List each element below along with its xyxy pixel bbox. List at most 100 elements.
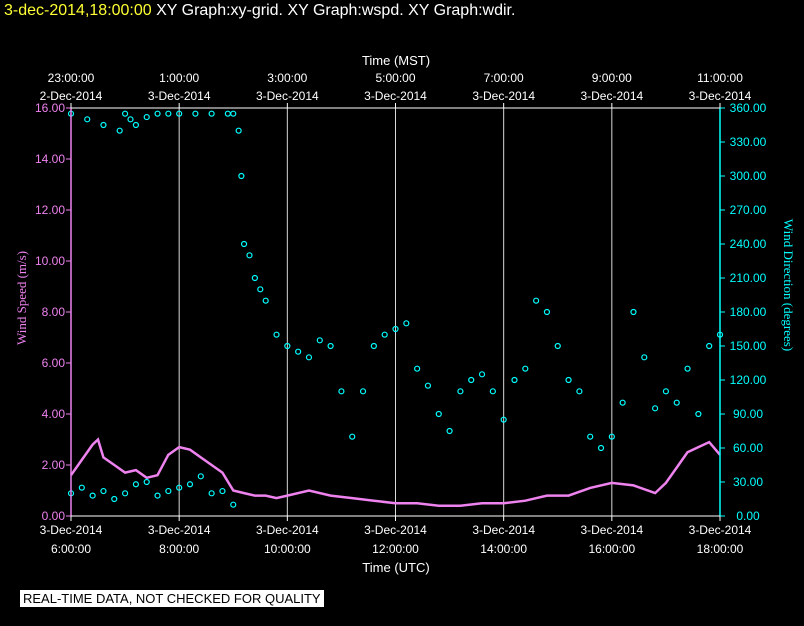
data-point-wdir	[230, 110, 237, 117]
x-top-tick-date: 3-Dec-2014	[689, 89, 752, 103]
data-point-wdir	[238, 172, 245, 180]
data-point-wdir	[662, 388, 670, 395]
data-point-wdir	[208, 110, 215, 117]
y-right-tick-label: 270.00	[730, 203, 767, 217]
data-point-wdir	[522, 365, 529, 372]
y-left-tick-label: 12.00	[35, 203, 65, 217]
data-point-wdir	[192, 110, 199, 117]
y-right-tick-label: 210.00	[730, 271, 767, 285]
data-point-wdir	[414, 365, 421, 372]
data-point-wdir	[251, 274, 258, 282]
x-bottom-tick-time: 18:00:00	[697, 542, 744, 556]
data-point-wdir	[359, 388, 367, 395]
x-bottom-tick-time: 16:00:00	[588, 542, 635, 556]
y-left-tick-label: 0.00	[42, 509, 66, 523]
data-point-wdir	[295, 348, 302, 355]
data-point-wdir	[327, 342, 334, 350]
x-bottom-tick-date: 3-Dec-2014	[364, 523, 427, 537]
y-left-tick-label: 14.00	[35, 152, 65, 166]
y-right-tick-label: 300.00	[730, 169, 767, 183]
x-top-tick-date: 3-Dec-2014	[472, 89, 535, 103]
data-point-wdir	[673, 399, 680, 406]
data-point-wdir_low	[78, 484, 85, 491]
data-point-wdir	[457, 388, 464, 395]
data-point-wdir	[257, 286, 264, 293]
data-point-wdir	[121, 110, 129, 117]
data-point-wdir	[235, 127, 242, 134]
data-point-wdir	[651, 405, 659, 412]
y-right-tick-label: 360.00	[730, 101, 767, 115]
data-point-wdir	[154, 110, 161, 117]
series-layer	[67, 110, 724, 508]
y-right-tick-label: 180.00	[730, 305, 767, 319]
data-point-wdir_low	[165, 487, 172, 495]
header-timestamp: 3-dec-2014,18:00:00	[4, 2, 152, 19]
data-point-wdir_low	[176, 484, 183, 491]
data-point-wdir	[116, 127, 123, 134]
data-point-wdir	[349, 433, 356, 440]
data-point-wdir_low	[143, 478, 150, 486]
data-point-wdir	[392, 325, 399, 333]
data-point-wdir	[641, 354, 648, 361]
data-point-wdir_low	[89, 492, 96, 499]
data-point-wdir_low	[197, 473, 204, 480]
x-bottom-tick-date: 3-Dec-2014	[40, 523, 103, 537]
data-point-wdir	[543, 308, 551, 316]
data-point-wdir	[381, 331, 388, 338]
y-left-tick-label: 10.00	[35, 254, 65, 268]
x-bottom-tick-time: 6:00:00	[51, 542, 91, 556]
data-point-wdir	[706, 342, 713, 350]
data-point-wdir	[695, 410, 702, 418]
x-top-tick-time: 7:00:00	[484, 71, 524, 85]
y-right-tick-label: 0.00	[736, 509, 760, 523]
data-point-wdir_low	[121, 490, 129, 497]
data-point-wdir	[403, 320, 410, 327]
y-right-tick-label: 30.00	[733, 475, 763, 489]
data-point-wdir	[468, 376, 475, 384]
data-point-wdir	[338, 388, 345, 395]
y-left-tick-label: 2.00	[42, 458, 66, 472]
data-point-wdir	[608, 433, 615, 440]
data-point-wdir	[424, 382, 432, 389]
header-graph-xy-grid: XY Graph:xy-grid.	[156, 2, 283, 19]
y-right-tick-label: 120.00	[730, 373, 767, 387]
chart-header: 3-dec-2014,18:00:00 XY Graph:xy-grid. XY…	[4, 2, 515, 20]
x-bottom-axis-title: Time (UTC)	[362, 560, 429, 575]
data-point-wdir	[100, 121, 107, 129]
data-point-wdir	[370, 342, 377, 350]
y-right-tick-label: 240.00	[730, 237, 767, 251]
data-point-wdir_low	[154, 492, 161, 499]
x-top-tick-time: 1:00:00	[159, 71, 199, 85]
series-line-wspd	[69, 437, 721, 508]
quality-disclaimer: REAL-TIME DATA, NOT CHECKED FOR QUALITY	[20, 590, 324, 607]
data-point-wdir	[305, 354, 313, 361]
data-point-wdir	[127, 116, 134, 123]
data-point-wdir_low	[230, 501, 237, 508]
axes-layer: 0.00 2.00 4.00 6.00 8.00 10.00 12.00 14.00 16.00…	[35, 71, 767, 556]
x-bottom-tick-time: 12:00:00	[372, 542, 419, 556]
data-point-wdir	[533, 297, 540, 304]
data-point-wdir	[684, 365, 691, 372]
data-point-wdir	[176, 110, 183, 117]
y-right-axis-title: Wind Direction (degrees)	[781, 219, 796, 351]
data-point-wdir	[84, 116, 91, 123]
y-right-tick-label: 330.00	[730, 135, 767, 149]
x-bottom-tick-date: 3-Dec-2014	[256, 523, 319, 537]
x-top-tick-date: 3-Dec-2014	[364, 89, 427, 103]
y-right-tick-label: 90.00	[733, 407, 763, 421]
x-top-tick-date: 3-Dec-2014	[148, 89, 211, 103]
x-bottom-tick-date: 3-Dec-2014	[148, 523, 211, 537]
x-top-axis-title: Time (MST)	[362, 53, 430, 68]
x-top-tick-date: 2-Dec-2014	[40, 89, 103, 103]
data-point-wdir	[165, 110, 172, 117]
y-left-tick-label: 4.00	[42, 407, 66, 421]
header-graph-wspd: XY Graph:wspd.	[287, 2, 404, 19]
x-top-tick-date: 3-Dec-2014	[256, 89, 319, 103]
data-point-wdir	[630, 308, 637, 316]
y-right-tick-label: 60.00	[733, 441, 763, 455]
data-point-wdir	[224, 110, 231, 117]
data-point-wdir	[132, 121, 139, 129]
data-point-wdir_low	[208, 490, 215, 497]
x-top-tick-time: 5:00:00	[375, 71, 415, 85]
